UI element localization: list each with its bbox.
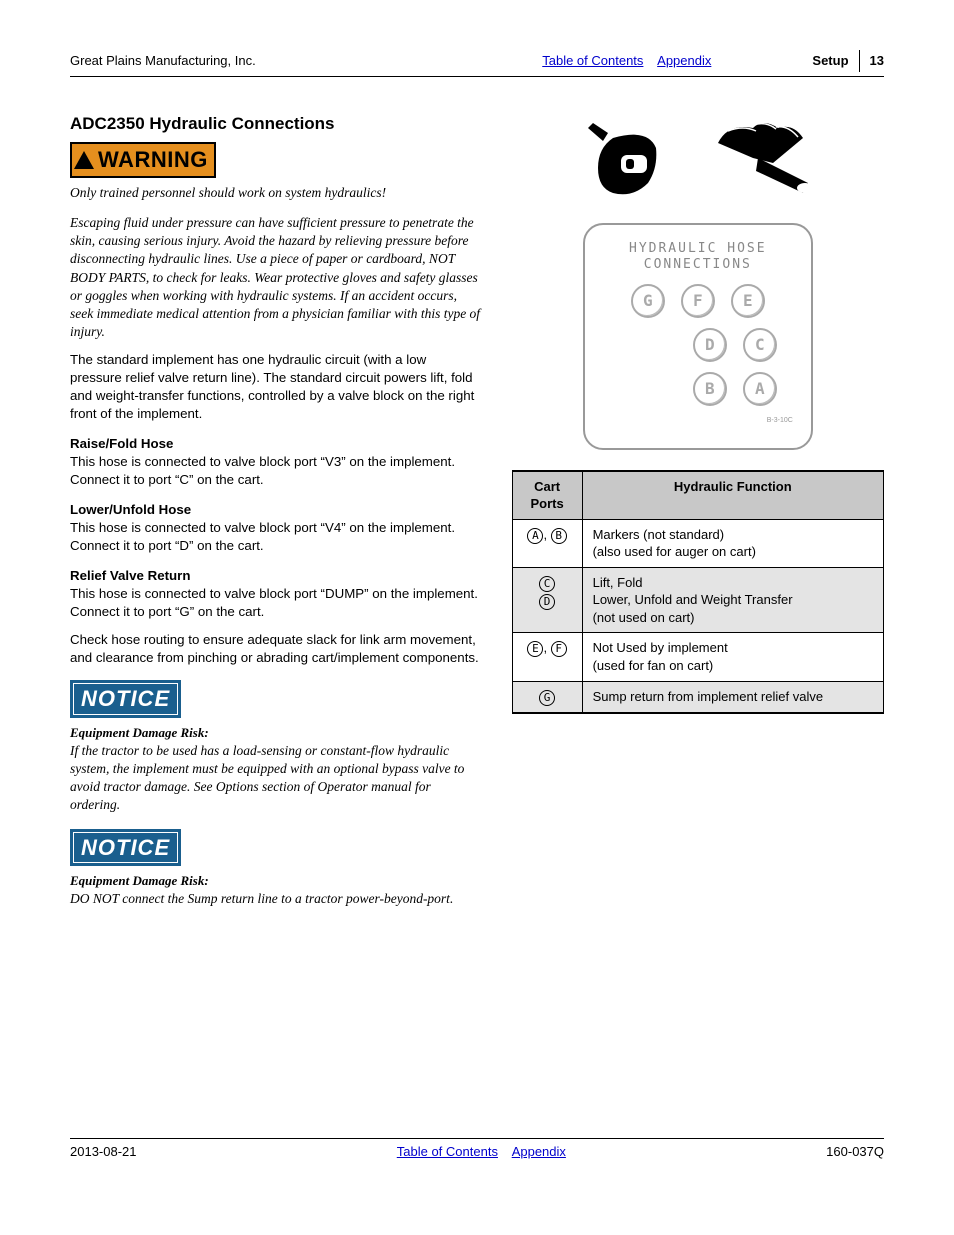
table-row: GSump return from implement relief valve: [512, 681, 883, 713]
port-a: A: [743, 372, 777, 406]
page-header: Great Plains Manufacturing, Inc. Table o…: [70, 50, 884, 77]
table-cell-ports: CD: [512, 567, 582, 633]
footer-appendix-link[interactable]: Appendix: [512, 1144, 566, 1159]
warning-intro: Only trained personnel should work on sy…: [70, 184, 482, 202]
table-cell-function: Lift, FoldLower, Unfold and Weight Trans…: [582, 567, 883, 633]
table-header-ports: Cart Ports: [512, 471, 582, 520]
table-cell-ports: A, B: [512, 519, 582, 567]
hose-panel-title: HYDRAULIC HOSE CONNECTIONS: [603, 241, 793, 272]
notice2-paragraph: DO NOT connect the Sump return line to a…: [70, 890, 482, 908]
notice-badge-2: NOTICE: [70, 829, 181, 867]
table-row: A, BMarkers (not standard)(also used for…: [512, 519, 883, 567]
header-right: Setup 13: [812, 50, 884, 72]
hose-panel-ref: B-3-10C: [603, 416, 793, 425]
lower-paragraph: This hose is connected to valve block po…: [70, 519, 482, 555]
hose-row-2: D C: [603, 328, 793, 362]
port-c: C: [743, 328, 777, 362]
table-cell-ports: E, F: [512, 633, 582, 681]
port-d: D: [693, 328, 727, 362]
hose-row-3: B A: [603, 372, 793, 406]
warning-badge: WARNING: [70, 142, 216, 178]
table-cell-ports: G: [512, 681, 582, 713]
notice2-heading: Equipment Damage Risk:: [70, 872, 482, 890]
header-setup: Setup: [812, 52, 858, 70]
header-divider: [859, 50, 860, 72]
goggles-icon: [578, 113, 678, 203]
left-column: ADC2350 Hydraulic Connections WARNING On…: [70, 113, 482, 908]
hose-row-1: G F E: [603, 284, 793, 318]
raise-heading: Raise/Fold Hose: [70, 435, 482, 453]
header-page-number: 13: [870, 52, 884, 70]
table-cell-function: Markers (not standard)(also used for aug…: [582, 519, 883, 567]
table-cell-function: Sump return from implement relief valve: [582, 681, 883, 713]
right-column: HYDRAULIC HOSE CONNECTIONS G F E D C B A…: [512, 113, 884, 908]
notice-badge-1: NOTICE: [70, 680, 181, 718]
warning-body: Escaping fluid under pressure can have s…: [70, 214, 482, 342]
port-b: B: [693, 372, 727, 406]
notice1-heading: Equipment Damage Risk:: [70, 724, 482, 742]
safety-icons-row: [512, 113, 884, 203]
port-f: F: [681, 284, 715, 318]
standard-paragraph: The standard implement has one hydraulic…: [70, 351, 482, 423]
table-row: E, FNot Used by implement(used for fan o…: [512, 633, 883, 681]
toc-link[interactable]: Table of Contents: [542, 53, 643, 68]
warning-triangle-icon: [74, 151, 94, 169]
appendix-link[interactable]: Appendix: [657, 53, 711, 68]
relief-paragraph: This hose is connected to valve block po…: [70, 585, 482, 621]
footer-center-links: Table of Contents Appendix: [397, 1143, 566, 1161]
table-cell-function: Not Used by implement(used for fan on ca…: [582, 633, 883, 681]
lower-heading: Lower/Unfold Hose: [70, 501, 482, 519]
port-e: E: [731, 284, 765, 318]
notice1-paragraph: If the tractor to be used has a load-sen…: [70, 742, 482, 815]
page-footer: 2013-08-21 Table of Contents Appendix 16…: [70, 1138, 884, 1161]
raise-paragraph: This hose is connected to valve block po…: [70, 453, 482, 489]
header-company: Great Plains Manufacturing, Inc.: [70, 52, 441, 70]
table-header-function: Hydraulic Function: [582, 471, 883, 520]
hydraulic-function-table: Cart Ports Hydraulic Function A, BMarker…: [512, 470, 884, 714]
table-row: CDLift, FoldLower, Unfold and Weight Tra…: [512, 567, 883, 633]
header-center-links: Table of Contents Appendix: [441, 52, 812, 70]
warning-label: WARNING: [98, 145, 208, 175]
section-title: ADC2350 Hydraulic Connections: [70, 113, 482, 136]
footer-doc-number: 160-037Q: [826, 1143, 884, 1161]
port-g: G: [631, 284, 665, 318]
hose-connections-panel: HYDRAULIC HOSE CONNECTIONS G F E D C B A…: [583, 223, 813, 450]
relief-heading: Relief Valve Return: [70, 567, 482, 585]
gloves-icon: [708, 113, 818, 203]
check-paragraph: Check hose routing to ensure adequate sl…: [70, 631, 482, 667]
footer-toc-link[interactable]: Table of Contents: [397, 1144, 498, 1159]
footer-date: 2013-08-21: [70, 1143, 137, 1161]
